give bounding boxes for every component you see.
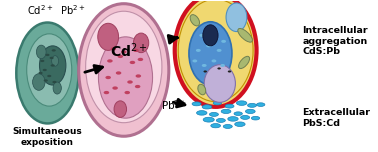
Ellipse shape bbox=[39, 72, 43, 74]
Ellipse shape bbox=[248, 103, 257, 107]
Ellipse shape bbox=[203, 25, 218, 46]
Ellipse shape bbox=[203, 70, 207, 73]
Ellipse shape bbox=[202, 105, 212, 109]
Text: Cd$^{2+}$: Cd$^{2+}$ bbox=[110, 42, 148, 60]
Ellipse shape bbox=[130, 61, 135, 64]
Ellipse shape bbox=[40, 60, 44, 62]
Ellipse shape bbox=[111, 47, 116, 51]
Ellipse shape bbox=[206, 44, 211, 47]
Ellipse shape bbox=[241, 116, 249, 119]
Ellipse shape bbox=[52, 49, 56, 52]
Ellipse shape bbox=[238, 29, 253, 42]
Ellipse shape bbox=[196, 49, 201, 52]
Ellipse shape bbox=[220, 64, 225, 67]
Ellipse shape bbox=[16, 22, 79, 123]
Ellipse shape bbox=[237, 101, 247, 105]
Ellipse shape bbox=[50, 57, 54, 59]
Ellipse shape bbox=[136, 74, 141, 78]
Ellipse shape bbox=[133, 33, 149, 53]
Ellipse shape bbox=[44, 79, 48, 82]
Ellipse shape bbox=[257, 103, 265, 106]
Ellipse shape bbox=[127, 80, 133, 84]
Ellipse shape bbox=[86, 11, 162, 123]
Text: Extracellular
PbS:Cd: Extracellular PbS:Cd bbox=[302, 109, 370, 128]
Text: Cd$^{2+}$  Pb$^{2+}$: Cd$^{2+}$ Pb$^{2+}$ bbox=[27, 4, 85, 17]
Text: Simultaneous
exposition: Simultaneous exposition bbox=[12, 127, 82, 147]
Ellipse shape bbox=[203, 117, 214, 122]
Ellipse shape bbox=[225, 104, 234, 108]
Ellipse shape bbox=[98, 37, 153, 118]
Ellipse shape bbox=[178, 0, 253, 102]
Ellipse shape bbox=[199, 34, 204, 37]
Ellipse shape bbox=[251, 116, 260, 120]
Ellipse shape bbox=[223, 124, 232, 128]
Ellipse shape bbox=[211, 124, 220, 128]
Ellipse shape bbox=[213, 101, 222, 105]
Ellipse shape bbox=[204, 65, 235, 102]
Ellipse shape bbox=[235, 122, 245, 126]
Ellipse shape bbox=[45, 54, 50, 56]
Ellipse shape bbox=[245, 109, 255, 114]
Ellipse shape bbox=[33, 74, 45, 90]
Ellipse shape bbox=[189, 22, 232, 85]
Ellipse shape bbox=[175, 0, 257, 107]
Text: Intracellular
aggregation
CdS:Pb: Intracellular aggregation CdS:Pb bbox=[302, 26, 368, 56]
Ellipse shape bbox=[53, 82, 61, 94]
Ellipse shape bbox=[112, 86, 118, 90]
Ellipse shape bbox=[116, 71, 121, 75]
Ellipse shape bbox=[114, 101, 127, 117]
Ellipse shape bbox=[209, 112, 218, 116]
Ellipse shape bbox=[198, 84, 206, 95]
Ellipse shape bbox=[27, 34, 72, 106]
Ellipse shape bbox=[190, 15, 200, 26]
Ellipse shape bbox=[202, 64, 207, 67]
Ellipse shape bbox=[118, 55, 123, 58]
Ellipse shape bbox=[221, 40, 226, 43]
Ellipse shape bbox=[234, 112, 242, 116]
Ellipse shape bbox=[217, 49, 222, 52]
Ellipse shape bbox=[138, 58, 143, 61]
Ellipse shape bbox=[133, 49, 139, 52]
Ellipse shape bbox=[52, 56, 59, 66]
Ellipse shape bbox=[36, 45, 46, 59]
Text: Pb$^{2+}$: Pb$^{2+}$ bbox=[161, 98, 187, 112]
Ellipse shape bbox=[98, 23, 119, 50]
Ellipse shape bbox=[226, 3, 247, 32]
Ellipse shape bbox=[124, 91, 130, 94]
Ellipse shape bbox=[79, 4, 169, 136]
Ellipse shape bbox=[135, 85, 140, 88]
Ellipse shape bbox=[197, 111, 207, 115]
Ellipse shape bbox=[192, 102, 201, 106]
Ellipse shape bbox=[43, 69, 47, 71]
Ellipse shape bbox=[104, 91, 109, 94]
Ellipse shape bbox=[211, 29, 216, 32]
Ellipse shape bbox=[47, 75, 51, 77]
Ellipse shape bbox=[216, 118, 225, 122]
Ellipse shape bbox=[217, 67, 221, 69]
Ellipse shape bbox=[52, 81, 57, 83]
Ellipse shape bbox=[51, 64, 55, 67]
Ellipse shape bbox=[192, 59, 197, 62]
Ellipse shape bbox=[40, 46, 66, 85]
Ellipse shape bbox=[121, 50, 127, 54]
Ellipse shape bbox=[228, 70, 231, 73]
Ellipse shape bbox=[228, 117, 238, 121]
Ellipse shape bbox=[211, 59, 216, 62]
Ellipse shape bbox=[239, 56, 249, 69]
Ellipse shape bbox=[107, 59, 113, 63]
Ellipse shape bbox=[105, 76, 111, 79]
Ellipse shape bbox=[221, 109, 231, 114]
